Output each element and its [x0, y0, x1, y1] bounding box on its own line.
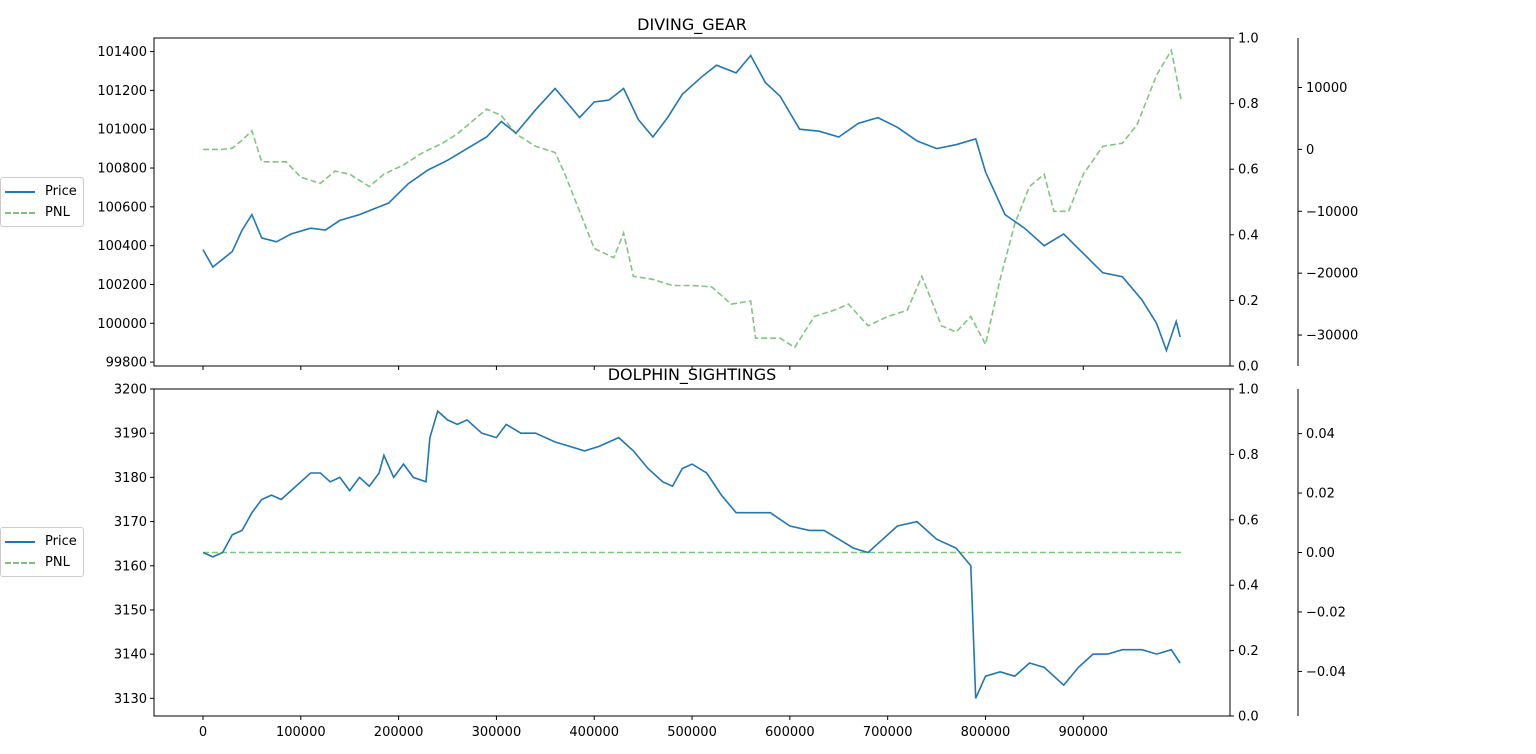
x-tick-label: 400000 [569, 725, 619, 740]
y-right-tick-label: 0.04 [1306, 427, 1335, 442]
y-right-tick-label: 10000 [1306, 81, 1347, 96]
chart-panel-dolphin-sightings: DOLPHIN_SIGHTINGS 3130 3140 3150 3160 3170 318… [114, 365, 1346, 740]
legend-pnl-label: PNL [45, 205, 70, 220]
y-right-tick-label: 0.00 [1306, 546, 1335, 561]
y-mid-tick-label: 0.2 [1238, 294, 1259, 309]
y-left-tick-label: 3200 [114, 383, 147, 398]
y-right-tick-label: −20000 [1306, 267, 1358, 282]
legend-price-label: Price [45, 534, 77, 549]
x-tick-label: 100000 [276, 725, 326, 740]
x-tick-label: 0 [199, 725, 207, 740]
y-mid-tick-label: 1.0 [1238, 383, 1259, 398]
y-left-tick-label: 101400 [97, 45, 147, 60]
y-left-tick-label: 100000 [97, 317, 147, 332]
y-right-tick-label: −0.02 [1306, 605, 1346, 620]
x-tick-label: 300000 [472, 725, 522, 740]
y-mid-tick-label: 0.4 [1238, 228, 1259, 243]
y-left-tick-label: 100600 [97, 200, 147, 215]
legend-price-swatch [5, 540, 35, 543]
y-mid-tick-label: 0.0 [1238, 360, 1259, 375]
y-left-tick-label: 3170 [114, 515, 147, 530]
y-left-tick-label: 100400 [97, 239, 147, 254]
y-left-tick-label: 3150 [114, 603, 147, 618]
y-mid-tick-label: 0.0 [1238, 710, 1259, 725]
legend-pnl-swatch [5, 561, 35, 564]
y-left-tick-label: 3160 [114, 559, 147, 574]
x-tick-label: 500000 [667, 725, 717, 740]
plot-frame [153, 37, 1231, 367]
y-right-tick-label: 0.02 [1306, 487, 1335, 502]
y-left-tick-label: 3180 [114, 471, 147, 486]
y-left-tick-label: 101200 [97, 84, 147, 99]
legend-price-swatch [5, 190, 35, 193]
legend-dolphin-sightings: Price PNL [0, 527, 84, 577]
chart-title: DOLPHIN_SIGHTINGS [608, 365, 777, 385]
y-right-tick-label: −10000 [1306, 205, 1358, 220]
y-right-tick-label: 0 [1306, 143, 1314, 158]
legend-price-label: Price [45, 184, 77, 199]
legend-pnl-label: PNL [45, 555, 70, 570]
series-line-pnl [203, 48, 1182, 349]
y-mid-tick-label: 0.8 [1238, 448, 1259, 463]
series-line-price [202, 54, 1181, 353]
chart-title: DIVING_GEAR [637, 15, 747, 35]
y-left-tick-label: 100800 [97, 162, 147, 177]
legend-diving-gear: Price PNL [0, 177, 84, 227]
y-left-tick-label: 3190 [114, 427, 147, 442]
y-right-tick-label: −0.04 [1306, 665, 1346, 680]
x-tick-label: 900000 [1058, 725, 1108, 740]
y-left-tick-label: 3130 [114, 692, 147, 707]
y-mid-tick-label: 0.6 [1238, 513, 1259, 528]
chart-panel-diving-gear: DIVING_GEAR99800100000100200100400100600… [97, 15, 1358, 375]
y-left-tick-label: 3140 [114, 648, 147, 663]
y-mid-tick-label: 1.0 [1238, 32, 1259, 47]
y-right-tick-label: −30000 [1306, 329, 1358, 344]
y-mid-tick-label: 0.6 [1238, 163, 1259, 178]
x-tick-label: 800000 [961, 725, 1011, 740]
x-tick-label: 700000 [863, 725, 913, 740]
y-mid-tick-label: 0.8 [1238, 97, 1259, 112]
x-tick-label: 600000 [765, 725, 815, 740]
x-tick-label: 200000 [374, 725, 424, 740]
y-left-tick-label: 99800 [106, 356, 147, 371]
y-left-tick-label: 100200 [97, 278, 147, 293]
y-left-tick-label: 101000 [97, 123, 147, 138]
series-line-price [202, 409, 1181, 699]
legend-pnl-swatch [5, 211, 35, 214]
y-mid-tick-label: 0.4 [1238, 579, 1259, 594]
y-mid-tick-label: 0.2 [1238, 644, 1259, 659]
